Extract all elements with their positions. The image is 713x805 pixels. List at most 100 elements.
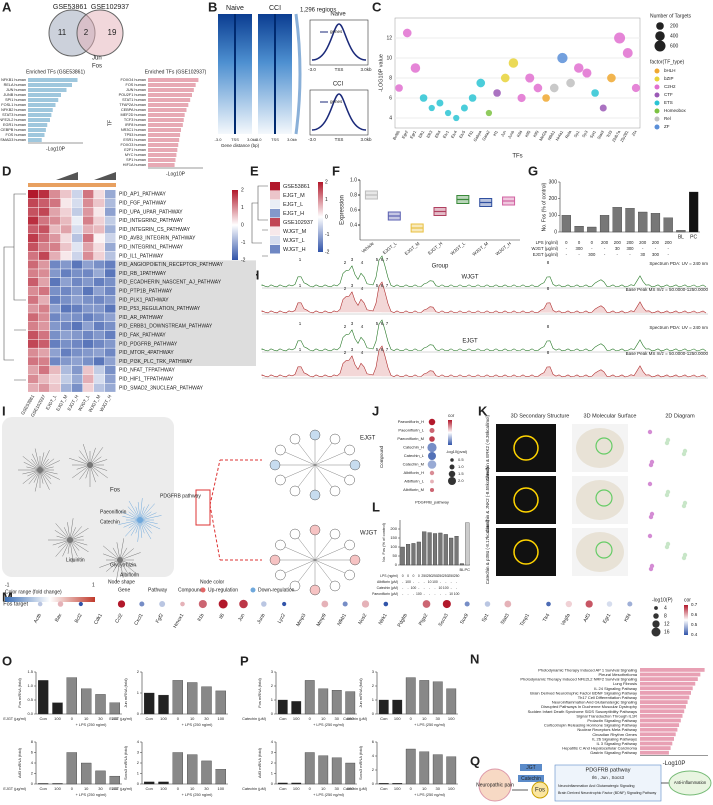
label: 100: [293, 786, 300, 791]
label: HIF1A human: [123, 163, 146, 167]
label: PID_SMAD2_3NUCLEAR_PATHWAY: [119, 385, 204, 391]
edge: [139, 503, 155, 521]
label: 200: [665, 240, 673, 245]
label: TP53 human: [124, 133, 146, 137]
label: 250: [427, 574, 433, 578]
edge: [119, 559, 138, 575]
dot: [321, 600, 329, 608]
dot: [428, 452, 436, 460]
label: -1: [241, 240, 246, 246]
edge: [137, 502, 141, 521]
legend-swatch: [654, 124, 660, 130]
label: -: [456, 580, 457, 584]
label: Catechin (μM): [242, 717, 267, 721]
label: RELA human: [4, 83, 26, 87]
label: 1: [325, 197, 328, 203]
heatmap-cell: [105, 225, 116, 234]
label: -3.0: [255, 137, 263, 142]
chromatogram: [261, 281, 707, 314]
heatmap-cell: [94, 207, 105, 216]
label: PID_IL1_PATHWAY: [119, 253, 164, 259]
heatmap-cell: [28, 330, 39, 340]
label: TSS: [335, 137, 344, 142]
label: 0: [71, 716, 74, 721]
heatmap-cell: [50, 295, 61, 304]
color-scale: [448, 420, 452, 445]
bar: [28, 93, 61, 97]
bar: [689, 191, 699, 233]
label: Fos mRNA (fold): [257, 678, 262, 708]
dot: [429, 436, 435, 442]
edge: [119, 538, 125, 561]
heatmap-cell: [72, 313, 83, 322]
label: Ntrk1: [378, 612, 389, 626]
bar: [640, 704, 686, 709]
color-scale: [5, 597, 95, 602]
bubble: [517, 93, 526, 103]
heatmap-cell: [83, 304, 94, 313]
bar: [640, 691, 691, 695]
label: 8: [664, 613, 667, 619]
heatmap-cell: [94, 190, 105, 199]
label: Catechin (μM): [343, 717, 368, 721]
label: Sp3: [581, 129, 589, 138]
label: Homeobox: [664, 108, 687, 113]
heatmap-cell: [94, 339, 105, 348]
label: Cxcl1: [133, 612, 145, 626]
bar: [640, 677, 698, 681]
bar: [109, 775, 120, 785]
label: 3: [372, 669, 375, 674]
label: EJGT_M: [283, 193, 305, 199]
bar: [446, 756, 457, 785]
label: -: [429, 592, 430, 596]
heatmap-cell: [105, 286, 116, 296]
label: Sox9: [459, 612, 470, 625]
label: GSE102937: [91, 4, 129, 11]
bubble: [485, 109, 493, 117]
heatmap-cell: [105, 313, 116, 322]
heatmap-cell: [28, 190, 39, 199]
pain-icon: [478, 768, 512, 802]
heatmap-cell: [72, 251, 83, 260]
label: PID_UPA_UPAR_PATHWAY: [119, 209, 183, 215]
bar: [277, 782, 288, 785]
label: 30: [335, 716, 340, 721]
label: Egr1: [602, 612, 613, 624]
edge: [68, 457, 91, 466]
dot: [37, 601, 43, 607]
label: 30: [436, 786, 441, 791]
label: Elk4: [433, 129, 442, 139]
heatmap-cell: [94, 357, 105, 366]
label: Liquiritin: [66, 557, 85, 563]
label: WJGT_H: [283, 247, 306, 253]
label: 8: [547, 286, 550, 291]
heatmap-cell: [28, 260, 39, 269]
bar: [331, 690, 342, 715]
label: Lyz2: [277, 612, 287, 624]
label: PID_P53_REGULATION_PATHWAY: [119, 306, 201, 312]
bar: [148, 148, 178, 152]
heatmap-cell: [83, 278, 94, 287]
legend-swatch: [200, 587, 206, 593]
bar: [427, 532, 432, 566]
label: Egr1: [409, 129, 418, 139]
heatmap-cell: [83, 295, 94, 304]
label: Paeoniflorin_M: [397, 436, 424, 441]
label: Fos: [92, 64, 102, 70]
node: [349, 459, 361, 471]
bar: [148, 158, 176, 162]
label: -: [434, 586, 435, 590]
panel-label: M: [2, 589, 13, 604]
bar: [465, 522, 470, 566]
heatmap-cell: [39, 251, 50, 260]
label: 3.0kb: [360, 67, 372, 72]
panel-label: Q: [470, 753, 480, 768]
dot: [57, 601, 64, 607]
label: 0: [402, 574, 404, 578]
label: -3.0: [308, 67, 316, 72]
node: [344, 474, 355, 486]
label: Zfx: [631, 130, 638, 137]
compound-box: [520, 764, 542, 771]
label: STAT3 human: [2, 113, 26, 117]
bar: [640, 746, 671, 750]
